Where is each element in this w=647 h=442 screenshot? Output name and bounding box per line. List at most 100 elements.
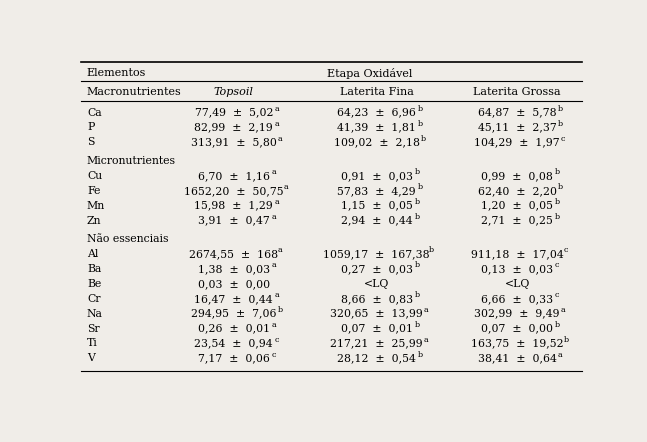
Text: a: a	[274, 198, 280, 206]
Text: 45,11  ±  2,37: 45,11 ± 2,37	[477, 122, 556, 133]
Text: b: b	[555, 213, 560, 221]
Text: a: a	[274, 120, 280, 128]
Text: Elementos: Elementos	[87, 68, 146, 78]
Text: b: b	[421, 135, 426, 143]
Text: b: b	[429, 247, 434, 255]
Text: Na: Na	[87, 309, 103, 319]
Text: 15,98  ±  1,29: 15,98 ± 1,29	[195, 201, 273, 211]
Text: c: c	[555, 261, 560, 269]
Text: 163,75  ±  19,52: 163,75 ± 19,52	[471, 339, 564, 348]
Text: b: b	[417, 351, 422, 358]
Text: a: a	[278, 135, 282, 143]
Text: 0,99  ±  0,08: 0,99 ± 0,08	[481, 171, 553, 181]
Text: Mn: Mn	[87, 201, 105, 211]
Text: 1652,20  ±  50,75: 1652,20 ± 50,75	[184, 186, 283, 196]
Text: a: a	[558, 351, 563, 358]
Text: Cr: Cr	[87, 294, 100, 304]
Text: b: b	[555, 168, 560, 176]
Text: 217,21  ±  25,99: 217,21 ± 25,99	[331, 339, 423, 348]
Text: 3,91  ±  0,47: 3,91 ± 0,47	[198, 216, 270, 225]
Text: 1059,17  ±  167,38: 1059,17 ± 167,38	[324, 249, 430, 259]
Text: 2,94  ±  0,44: 2,94 ± 0,44	[341, 216, 413, 225]
Text: 320,65  ±  13,99: 320,65 ± 13,99	[331, 309, 423, 319]
Text: a: a	[561, 306, 565, 314]
Text: 64,23  ±  6,96: 64,23 ± 6,96	[337, 107, 416, 118]
Text: 911,18  ±  17,04: 911,18 ± 17,04	[471, 249, 564, 259]
Text: a: a	[423, 306, 428, 314]
Text: b: b	[555, 321, 560, 329]
Text: a: a	[278, 247, 282, 255]
Text: Be: Be	[87, 279, 101, 289]
Text: b: b	[564, 336, 569, 344]
Text: 38,41  ±  0,64: 38,41 ± 0,64	[477, 353, 556, 363]
Text: a: a	[272, 213, 276, 221]
Text: b: b	[415, 291, 420, 299]
Text: Laterita Fina: Laterita Fina	[340, 88, 413, 97]
Text: b: b	[417, 183, 422, 191]
Text: 0,26  ±  0,01: 0,26 ± 0,01	[198, 324, 270, 334]
Text: b: b	[417, 105, 422, 113]
Text: 28,12  ±  0,54: 28,12 ± 0,54	[337, 353, 416, 363]
Text: Zn: Zn	[87, 216, 102, 225]
Text: 313,91  ±  5,80: 313,91 ± 5,80	[191, 137, 277, 147]
Text: 302,99  ±  9,49: 302,99 ± 9,49	[474, 309, 560, 319]
Text: b: b	[415, 198, 420, 206]
Text: a: a	[274, 105, 280, 113]
Text: <LQ: <LQ	[505, 279, 530, 289]
Text: Laterita Grossa: Laterita Grossa	[474, 88, 561, 97]
Text: c: c	[561, 135, 565, 143]
Text: a: a	[272, 261, 276, 269]
Text: b: b	[415, 213, 420, 221]
Text: b: b	[558, 120, 563, 128]
Text: b: b	[417, 120, 422, 128]
Text: 0,91  ±  0,03: 0,91 ± 0,03	[341, 171, 413, 181]
Text: Cu: Cu	[87, 171, 102, 181]
Text: P: P	[87, 122, 94, 133]
Text: Não essenciais: Não essenciais	[87, 234, 168, 244]
Text: 2,71  ±  0,25: 2,71 ± 0,25	[481, 216, 553, 225]
Text: Fe: Fe	[87, 186, 100, 196]
Text: 8,66  ±  0,83: 8,66 ± 0,83	[341, 294, 413, 304]
Text: a: a	[274, 291, 280, 299]
Text: 109,02  ±  2,18: 109,02 ± 2,18	[334, 137, 420, 147]
Text: V: V	[87, 353, 94, 363]
Text: 6,66  ±  0,33: 6,66 ± 0,33	[481, 294, 553, 304]
Text: 1,15  ±  0,05: 1,15 ± 0,05	[341, 201, 413, 211]
Text: c: c	[555, 291, 560, 299]
Text: 41,39  ±  1,81: 41,39 ± 1,81	[337, 122, 416, 133]
Text: b: b	[415, 321, 420, 329]
Text: 0,27  ±  0,03: 0,27 ± 0,03	[341, 264, 413, 274]
Text: 0,13  ±  0,03: 0,13 ± 0,03	[481, 264, 553, 274]
Text: b: b	[278, 306, 283, 314]
Text: 64,87  ±  5,78: 64,87 ± 5,78	[477, 107, 556, 118]
Text: Micronutrientes: Micronutrientes	[87, 156, 176, 166]
Text: a: a	[272, 321, 276, 329]
Text: 0,07  ±  0,01: 0,07 ± 0,01	[341, 324, 413, 334]
Text: 1,38  ±  0,03: 1,38 ± 0,03	[198, 264, 270, 274]
Text: 7,17  ±  0,06: 7,17 ± 0,06	[198, 353, 270, 363]
Text: c: c	[272, 351, 276, 358]
Text: Ca: Ca	[87, 107, 102, 118]
Text: 104,29  ±  1,97: 104,29 ± 1,97	[474, 137, 560, 147]
Text: c: c	[564, 247, 568, 255]
Text: 77,49  ±  5,02: 77,49 ± 5,02	[195, 107, 273, 118]
Text: 23,54  ±  0,94: 23,54 ± 0,94	[195, 339, 273, 348]
Text: Ba: Ba	[87, 264, 101, 274]
Text: b: b	[558, 183, 563, 191]
Text: 294,95  ±  7,06: 294,95 ± 7,06	[191, 309, 276, 319]
Text: Macronutrientes: Macronutrientes	[87, 88, 182, 97]
Text: 62,40  ±  2,20: 62,40 ± 2,20	[477, 186, 556, 196]
Text: 0,03  ±  0,00: 0,03 ± 0,00	[198, 279, 270, 289]
Text: Al: Al	[87, 249, 98, 259]
Text: Etapa Oxidável: Etapa Oxidável	[327, 68, 412, 79]
Text: a: a	[283, 183, 288, 191]
Text: a: a	[423, 336, 428, 344]
Text: 0,07  ±  0,00: 0,07 ± 0,00	[481, 324, 553, 334]
Text: 82,99  ±  2,19: 82,99 ± 2,19	[195, 122, 273, 133]
Text: Ti: Ti	[87, 339, 98, 348]
Text: S: S	[87, 137, 94, 147]
Text: a: a	[272, 168, 276, 176]
Text: c: c	[274, 336, 279, 344]
Text: <LQ: <LQ	[364, 279, 389, 289]
Text: b: b	[555, 198, 560, 206]
